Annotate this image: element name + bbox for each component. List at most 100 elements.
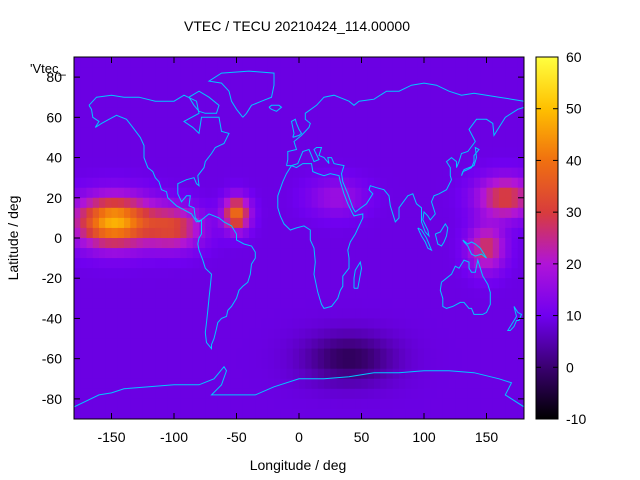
- heatmap-cell: [449, 117, 456, 128]
- heatmap-cell: [167, 248, 175, 259]
- heatmap-cell: [286, 147, 294, 159]
- heatmap-cell: [424, 238, 431, 249]
- heatmap-cell: [299, 328, 306, 340]
- heatmap-cell: [499, 288, 506, 299]
- heatmap-cell: [449, 207, 456, 219]
- heatmap-cell: [186, 177, 194, 189]
- heatmap-cell: [199, 227, 206, 239]
- heatmap-cell: [517, 217, 524, 229]
- heatmap-cell: [274, 207, 281, 219]
- heatmap-cell: [205, 328, 212, 340]
- heatmap-cell: [392, 388, 400, 400]
- heatmap-cell: [286, 258, 294, 269]
- heatmap-cell: [99, 67, 106, 78]
- heatmap-cell: [236, 388, 244, 400]
- heatmap-cell: [355, 318, 362, 329]
- heatmap-cell: [511, 177, 519, 189]
- heatmap-cell: [255, 238, 262, 249]
- heatmap-cell: [274, 137, 281, 148]
- heatmap-cell: [317, 177, 325, 189]
- heatmap-cell: [192, 338, 200, 350]
- heatmap-cell: [505, 137, 512, 148]
- heatmap-cell: [142, 398, 150, 410]
- heatmap-cell: [349, 177, 356, 189]
- heatmap-cell: [461, 388, 469, 400]
- heatmap-cell: [442, 248, 450, 259]
- heatmap-cell: [205, 308, 212, 319]
- heatmap-cell: [486, 358, 494, 370]
- heatmap-cell: [130, 117, 137, 128]
- heatmap-cell: [311, 308, 319, 319]
- heatmap-cell: [274, 378, 281, 390]
- heatmap-cell: [161, 308, 169, 319]
- heatmap-cell: [330, 348, 337, 360]
- heatmap-cell: [361, 217, 369, 229]
- heatmap-cell: [255, 298, 262, 309]
- heatmap-cell: [80, 137, 87, 148]
- heatmap-cell: [342, 268, 350, 279]
- heatmap-cell: [517, 57, 524, 68]
- heatmap-cell: [80, 238, 87, 249]
- heatmap-cell: [361, 77, 369, 88]
- heatmap-cell: [386, 87, 394, 98]
- heatmap-cell: [117, 248, 125, 259]
- heatmap-cell: [74, 77, 81, 88]
- heatmap-cell: [417, 238, 425, 249]
- heatmap-cell: [492, 268, 500, 279]
- heatmap-cell: [380, 408, 387, 419]
- heatmap-cell: [499, 177, 506, 189]
- heatmap-cell: [367, 187, 375, 199]
- heatmap-cell: [311, 87, 319, 98]
- heatmap-cell: [130, 167, 137, 179]
- heatmap-cell: [299, 318, 306, 329]
- heatmap-cell: [367, 358, 375, 370]
- heatmap-cell: [467, 268, 475, 279]
- heatmap-cell: [80, 388, 87, 400]
- heatmap-cell: [267, 97, 275, 108]
- heatmap-cell: [355, 388, 362, 400]
- heatmap-cell: [80, 268, 87, 279]
- heatmap-cell: [486, 338, 494, 350]
- heatmap-cell: [461, 398, 469, 410]
- heatmap-cell: [117, 398, 125, 410]
- heatmap-cell: [430, 197, 437, 209]
- heatmap-cell: [280, 308, 287, 319]
- heatmap-cell: [305, 147, 312, 159]
- heatmap-cell: [174, 227, 181, 239]
- heatmap-cell: [380, 368, 387, 380]
- heatmap-cell: [99, 167, 106, 179]
- heatmap-cell: [480, 378, 487, 390]
- heatmap-cell: [299, 117, 306, 128]
- heatmap-cell: [130, 378, 137, 390]
- heatmap-cell: [386, 207, 394, 219]
- heatmap-cell: [424, 348, 431, 360]
- heatmap-cell: [436, 97, 444, 108]
- coastline-madagascar: [353, 260, 363, 289]
- heatmap-cell: [461, 87, 469, 98]
- heatmap-cell: [236, 217, 244, 229]
- heatmap-cell: [230, 57, 237, 68]
- heatmap-cell: [211, 388, 219, 400]
- heatmap-cell: [511, 348, 519, 360]
- heatmap-cell: [486, 398, 494, 410]
- heatmap-cell: [92, 127, 100, 138]
- heatmap-cell: [217, 77, 225, 88]
- heatmap-cell: [136, 258, 144, 269]
- heatmap-cell: [392, 197, 400, 209]
- heatmap-cell: [267, 288, 275, 299]
- heatmap-cell: [336, 288, 344, 299]
- heatmap-cell: [361, 57, 369, 68]
- heatmap-cell: [230, 207, 237, 219]
- heatmap-cell: [211, 408, 219, 419]
- heatmap-cell: [124, 318, 131, 329]
- heatmap-cell: [236, 238, 244, 249]
- heatmap-cell: [74, 288, 81, 299]
- heatmap-cell: [136, 338, 144, 350]
- heatmap-cell: [480, 147, 487, 159]
- heatmap-cell: [380, 388, 387, 400]
- heatmap-cell: [117, 97, 125, 108]
- heatmap-cell: [255, 217, 262, 229]
- heatmap-cell: [311, 318, 319, 329]
- heatmap-cell: [342, 197, 350, 209]
- heatmap-cell: [511, 107, 519, 118]
